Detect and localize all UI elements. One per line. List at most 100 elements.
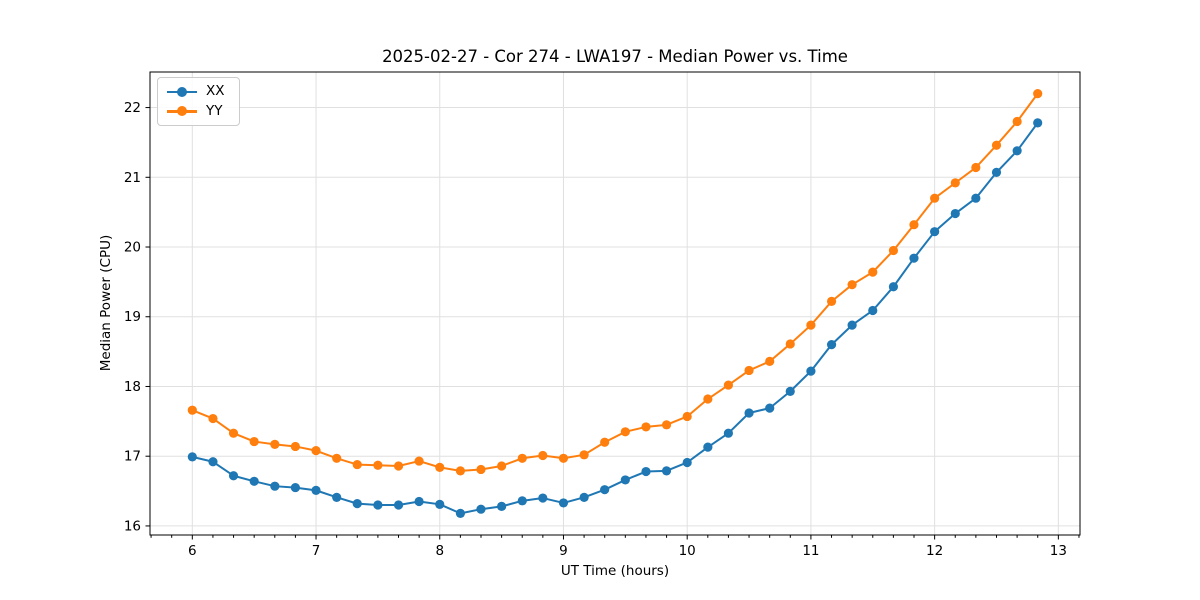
axis-ticks xyxy=(145,107,1080,540)
data-point xyxy=(290,441,300,452)
data-point xyxy=(661,420,672,430)
x-axis-label: UT Time (hours) xyxy=(560,563,670,579)
data-point xyxy=(806,320,816,330)
y-tick-label: 19 xyxy=(124,309,141,325)
data-point xyxy=(455,466,466,476)
data-point xyxy=(971,193,981,203)
data-point xyxy=(930,193,940,203)
data-point xyxy=(579,492,589,502)
yy-marker-dot-icon xyxy=(177,106,187,117)
data-point xyxy=(682,411,692,422)
data-point xyxy=(1012,146,1022,156)
data-point xyxy=(909,253,919,263)
data-point xyxy=(517,496,527,506)
series-xx xyxy=(187,118,1043,518)
xx-line-marker-icon xyxy=(167,86,197,97)
data-point xyxy=(826,340,837,350)
data-point xyxy=(703,442,713,452)
data-point xyxy=(785,339,795,349)
y-tick-label: 20 xyxy=(124,240,141,256)
legend-item-yy: YY xyxy=(167,102,225,119)
legend-item-xx: XX xyxy=(167,83,225,99)
data-point xyxy=(373,460,383,470)
data-point xyxy=(950,178,960,188)
data-point xyxy=(558,453,569,463)
axes-spines xyxy=(149,71,1081,536)
x-tick-label: 6 xyxy=(188,543,197,559)
x-tick-label: 12 xyxy=(926,543,943,559)
yy-line-marker-icon xyxy=(167,106,197,117)
data-point xyxy=(744,408,754,418)
xx-marker-dot-icon xyxy=(177,86,187,97)
y-tick-label: 21 xyxy=(124,170,141,186)
tick-labels: 6 7 8 9 10 11 12 13 16 17 18 19 20 21 22 xyxy=(124,100,1067,559)
data-point xyxy=(228,471,239,481)
data-point xyxy=(393,461,404,471)
chart-title: 2025-02-27 - Cor 274 - LWA197 - Median P… xyxy=(382,47,848,66)
data-point xyxy=(1033,89,1043,99)
legend: XX YY xyxy=(157,77,240,126)
data-point xyxy=(620,427,630,437)
data-point xyxy=(682,457,692,468)
y-axis-label: Median Power (CPU) xyxy=(98,234,114,372)
x-tick-label: 10 xyxy=(679,543,696,559)
data-point xyxy=(558,498,569,508)
data-point xyxy=(455,508,466,518)
data-point xyxy=(641,466,651,477)
x-tick-label: 7 xyxy=(312,543,321,559)
data-point xyxy=(352,499,362,509)
x-tick-label: 13 xyxy=(1050,543,1067,559)
x-tick-label: 11 xyxy=(802,543,819,559)
data-point xyxy=(600,485,610,495)
data-point xyxy=(476,464,486,475)
data-point xyxy=(414,456,424,466)
data-point xyxy=(600,437,610,447)
y-tick-label: 16 xyxy=(124,518,141,534)
data-point xyxy=(868,305,878,316)
data-point xyxy=(332,492,342,502)
data-point xyxy=(208,457,218,467)
data-point xyxy=(991,140,1002,150)
data-point xyxy=(311,485,321,495)
data-point xyxy=(950,208,960,219)
data-point xyxy=(888,245,899,256)
data-point xyxy=(785,386,795,396)
data-point xyxy=(373,500,383,510)
y-tick-label: 17 xyxy=(124,449,141,465)
data-point xyxy=(991,167,1002,178)
data-point xyxy=(414,496,424,507)
data-point xyxy=(435,499,445,509)
data-point xyxy=(826,296,837,307)
data-point xyxy=(868,267,878,277)
data-point xyxy=(765,403,775,413)
data-point xyxy=(1012,116,1022,127)
data-point xyxy=(641,422,651,432)
data-point xyxy=(723,380,733,390)
data-point xyxy=(744,365,754,376)
data-point xyxy=(703,394,713,404)
y-tick-label: 18 xyxy=(124,379,141,395)
data-point xyxy=(930,227,940,237)
x-tick-label: 9 xyxy=(559,543,568,559)
data-point xyxy=(476,504,486,514)
gridlines xyxy=(150,72,1080,535)
data-point xyxy=(579,450,589,460)
data-point xyxy=(187,405,197,415)
data-point xyxy=(352,459,362,470)
data-point xyxy=(332,453,342,463)
data-point xyxy=(187,452,197,462)
data-point xyxy=(435,462,445,472)
data-point xyxy=(847,320,857,330)
data-point xyxy=(497,501,507,512)
data-point xyxy=(538,493,548,503)
data-point xyxy=(517,453,527,463)
legend-label-yy: YY xyxy=(206,102,223,119)
data-point xyxy=(765,356,775,366)
data-point xyxy=(311,446,321,456)
data-point xyxy=(1033,118,1043,128)
data-point xyxy=(723,428,733,438)
data-point xyxy=(270,439,280,449)
data-point xyxy=(497,461,507,471)
legend-label-xx: XX xyxy=(206,83,225,99)
